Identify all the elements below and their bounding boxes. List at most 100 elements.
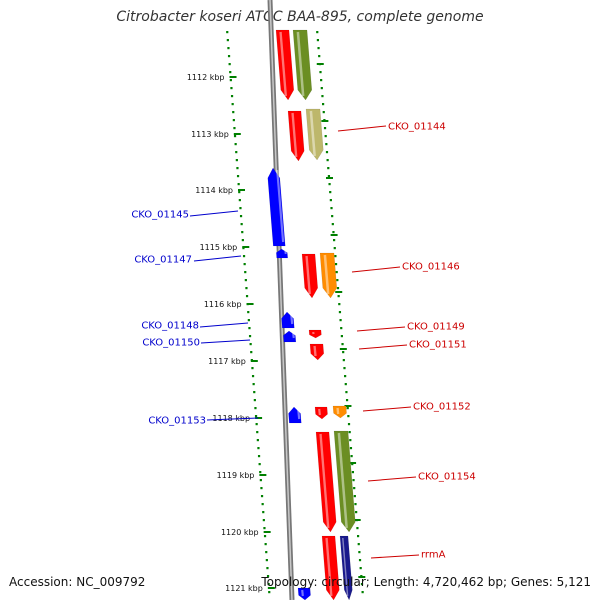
inner-dot (260, 487, 263, 490)
cds-reverse-cko-01148[interactable] (281, 311, 295, 329)
outer-dot (347, 415, 350, 418)
gene-label-cko-01144[interactable]: CKO_01144 (388, 122, 446, 133)
outer-dot (351, 471, 355, 474)
inner-dot (227, 55, 231, 58)
gene-label-cko-01154[interactable]: CKO_01154 (418, 472, 476, 483)
gene-label-cko-01146[interactable]: CKO_01146 (402, 262, 460, 273)
tick-label: 1116 kbp (204, 300, 242, 309)
cds-forward-cko-01154[interactable] (315, 431, 337, 533)
cds-forward[interactable] (321, 535, 340, 600)
outer-dot (352, 479, 355, 482)
outer-dot (353, 495, 356, 498)
inner-dot (232, 111, 235, 114)
rrna-feature-rrma[interactable] (339, 535, 353, 600)
outer-dot (317, 47, 320, 50)
tick-label: 1120 kbp (221, 528, 259, 537)
cog-feature[interactable] (319, 252, 338, 299)
outer-dot (361, 591, 364, 594)
inner-dot (244, 271, 247, 274)
gene-label-cko-01145[interactable]: CKO_01145 (131, 210, 189, 221)
outer-dot (318, 55, 321, 58)
cds-forward-cko-01144[interactable] (287, 110, 305, 162)
outer-dot (348, 431, 351, 434)
feature-highlight (337, 432, 348, 529)
cds-reverse-cko-01145[interactable] (267, 167, 286, 247)
gene-label-cko-01152[interactable]: CKO_01152 (413, 402, 471, 413)
outer-dot (342, 351, 345, 354)
outer-dot (351, 463, 354, 466)
outer-dot (359, 567, 362, 570)
gene-label-cko-01150[interactable]: CKO_01150 (142, 338, 200, 349)
backbone-highlight (269, 0, 293, 600)
gene-label-cko-01153[interactable]: CKO_01153 (148, 416, 206, 427)
inner-dot (247, 319, 250, 322)
inner-dot (229, 71, 232, 74)
inner-dot (251, 367, 254, 370)
gene-label-rrma[interactable]: rrmA (421, 550, 446, 561)
feature-highlight (313, 345, 317, 357)
outer-dot (338, 303, 341, 306)
label-leader (193, 255, 242, 262)
cds-reverse[interactable] (297, 587, 311, 600)
cog-feature[interactable] (305, 108, 324, 161)
cds-forward-cko-01151[interactable] (309, 343, 325, 361)
tick-label: 1119 kbp (217, 471, 255, 480)
cog-feature[interactable] (333, 430, 356, 533)
outer-dot (330, 207, 333, 210)
outer-dot (333, 247, 336, 250)
cds-reverse-cko-01153[interactable] (288, 406, 302, 424)
inner-dot (238, 191, 241, 194)
tick-label: 1117 kbp (208, 357, 246, 366)
cog-feature[interactable] (332, 405, 347, 419)
cds-forward-cko-01146[interactable] (301, 253, 318, 299)
inner-dot (229, 79, 232, 82)
label-leader (206, 417, 259, 421)
inner-dot (265, 551, 268, 554)
inner-dot (254, 415, 258, 418)
kbp-tick-labels: 1112 kbp 1113 kbp 1114 kbp 1115 kbp 1116 kbp… (187, 73, 263, 593)
feature-highlight (291, 112, 298, 158)
inner-dot (262, 511, 265, 514)
outer-dot (323, 127, 327, 130)
inner-dot (256, 431, 259, 434)
inner-dot (238, 199, 241, 202)
label-leader (351, 266, 401, 273)
gene-labels[interactable]: CKO_01144 CKO_01145 CKO_01146 CKO_01147 CKO_… (131, 122, 475, 561)
gene-label-cko-01147[interactable]: CKO_01147 (134, 255, 192, 266)
cds-forward-cko-01152[interactable] (314, 406, 328, 420)
cog-feature[interactable] (292, 29, 313, 101)
inner-dot (258, 463, 261, 466)
cds-forward[interactable] (275, 29, 295, 101)
inner-dot (259, 471, 262, 474)
cds-reverse-cko-01150[interactable] (283, 330, 297, 343)
cds-reverse-cko-01147[interactable] (276, 248, 288, 259)
outer-dot (334, 263, 338, 266)
outer-dot (331, 215, 334, 218)
inner-dot (254, 407, 257, 410)
inner-dot (268, 591, 271, 594)
gene-label-cko-01151[interactable]: CKO_01151 (409, 340, 467, 351)
inner-dot (267, 583, 270, 586)
cds-forward-cko-01149[interactable] (308, 329, 322, 339)
inner-dot (236, 167, 239, 170)
outer-dot (344, 383, 347, 386)
inner-dot (230, 95, 234, 98)
outer-dot (336, 279, 339, 282)
inner-dot (263, 527, 266, 530)
outer-dot (338, 311, 342, 314)
gene-label-cko-01148[interactable]: CKO_01148 (141, 321, 199, 332)
tick-label: 1114 kbp (195, 186, 233, 195)
map-title: Citrobacter koseri ATCC BAA-895, complet… (116, 9, 484, 25)
inner-dot (240, 223, 243, 226)
inner-dot (232, 119, 235, 122)
outer-dot (327, 167, 330, 170)
gene-label-cko-01149[interactable]: CKO_01149 (407, 322, 465, 333)
label-leader (200, 339, 251, 344)
genome-stats-text: Topology: circular; Length: 4,720,462 bp… (261, 575, 591, 589)
outer-dot (350, 455, 353, 458)
outer-dot (320, 79, 323, 82)
feature-highlight (292, 332, 295, 339)
outer-dot (337, 295, 340, 298)
gene-features[interactable] (267, 29, 356, 600)
